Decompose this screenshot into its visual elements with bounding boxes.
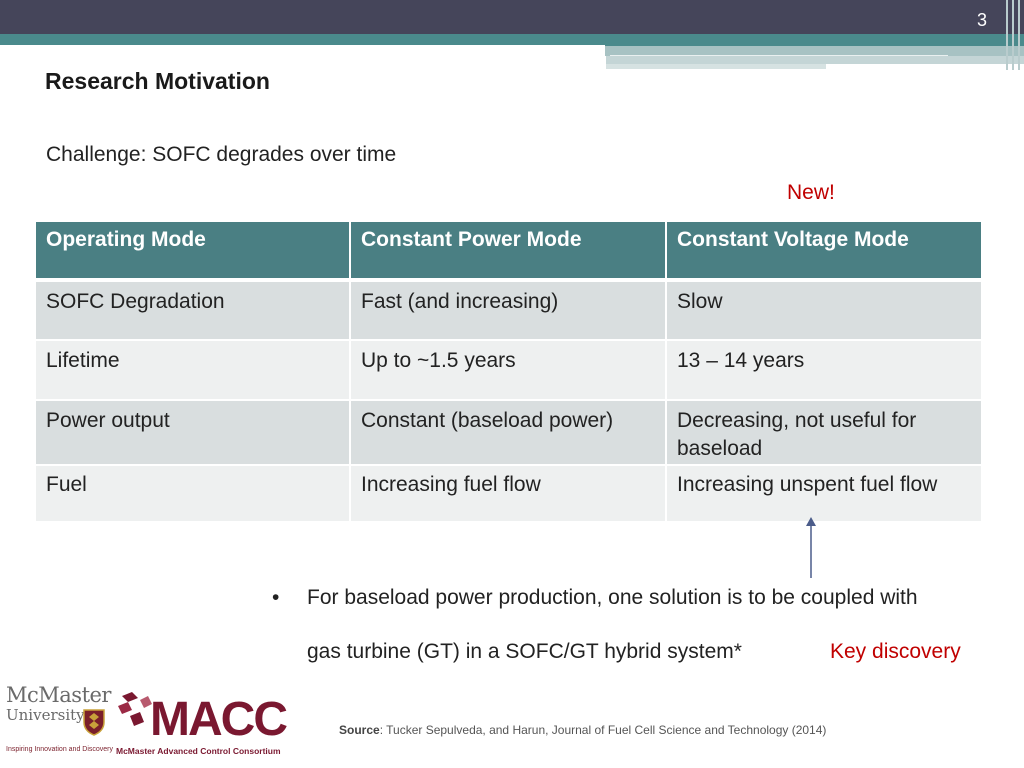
- header-band-light-2: [606, 56, 1024, 64]
- header-constant-power-mode: Constant Power Mode: [350, 222, 667, 282]
- header-constant-voltage-mode: Constant Voltage Mode: [666, 222, 981, 282]
- bullet-marker: •: [272, 586, 280, 609]
- up-arrow-icon: [806, 517, 816, 578]
- bullet-text-line-1: For baseload power production, one solut…: [307, 586, 918, 609]
- table-cell: Decreasing, not useful for baseload: [666, 400, 981, 466]
- macc-logo: MACC McMaster Advanced Control Consortiu…: [116, 688, 288, 760]
- table-cell: Slow: [666, 280, 981, 341]
- mcmaster-logo: McMaster University Inspiring Innovation…: [6, 683, 114, 758]
- bullet-text-line-2: gas turbine (GT) in a SOFC/GT hybrid sys…: [307, 640, 742, 663]
- mcmaster-university: University: [6, 706, 85, 724]
- table-cell: Lifetime: [36, 340, 351, 401]
- table-cell: Fuel: [36, 465, 351, 523]
- macc-subtitle: McMaster Advanced Control Consortium: [116, 746, 281, 756]
- table-cell: Fast (and increasing): [350, 280, 667, 341]
- challenge-text: Challenge: SOFC degrades over time: [46, 143, 397, 166]
- table-cell: Increasing unspent fuel flow: [666, 465, 981, 523]
- table-row: SOFC Degradation Fast (and increasing) S…: [36, 280, 981, 341]
- table-row: Lifetime Up to ~1.5 years 13 – 14 years: [36, 340, 981, 401]
- table-header-row: Operating Mode Constant Power Mode Const…: [36, 222, 981, 282]
- new-label: New!: [787, 181, 835, 204]
- table-row: Fuel Increasing fuel flow Increasing uns…: [36, 465, 981, 523]
- slide-number: 3: [976, 10, 987, 30]
- table-cell: SOFC Degradation: [36, 280, 351, 341]
- table-cell: Constant (baseload power): [350, 400, 667, 466]
- source-text: : Tucker Sepulveda, and Harun, Journal o…: [379, 723, 827, 737]
- source-citation: Source: Tucker Sepulveda, and Harun, Jou…: [339, 723, 826, 737]
- table-row: Power output Constant (baseload power) D…: [36, 400, 981, 466]
- macc-cube-icon: [118, 692, 152, 726]
- table-cell: Power output: [36, 400, 351, 466]
- crest-icon: [83, 709, 105, 736]
- header-operating-mode: Operating Mode: [36, 222, 351, 282]
- table-cell: 13 – 14 years: [666, 340, 981, 401]
- mcmaster-name: McMaster: [6, 683, 111, 707]
- header-white-tab: [0, 45, 605, 57]
- macc-wordmark: MACC: [150, 693, 288, 746]
- source-label: Source: [339, 723, 380, 737]
- table-cell: Up to ~1.5 years: [350, 340, 667, 401]
- header-rails: [1004, 0, 1024, 70]
- operating-mode-table: Operating Mode Constant Power Mode Const…: [36, 222, 981, 523]
- slide-title: Research Motivation: [45, 68, 270, 94]
- key-discovery-label: Key discovery: [830, 640, 961, 663]
- mcmaster-tagline: Inspiring Innovation and Discovery: [6, 746, 114, 753]
- top-bar: [0, 0, 1024, 34]
- table-cell: Increasing fuel flow: [350, 465, 667, 523]
- header-band-teal: [0, 34, 1024, 46]
- header-band-light-3: [606, 64, 826, 69]
